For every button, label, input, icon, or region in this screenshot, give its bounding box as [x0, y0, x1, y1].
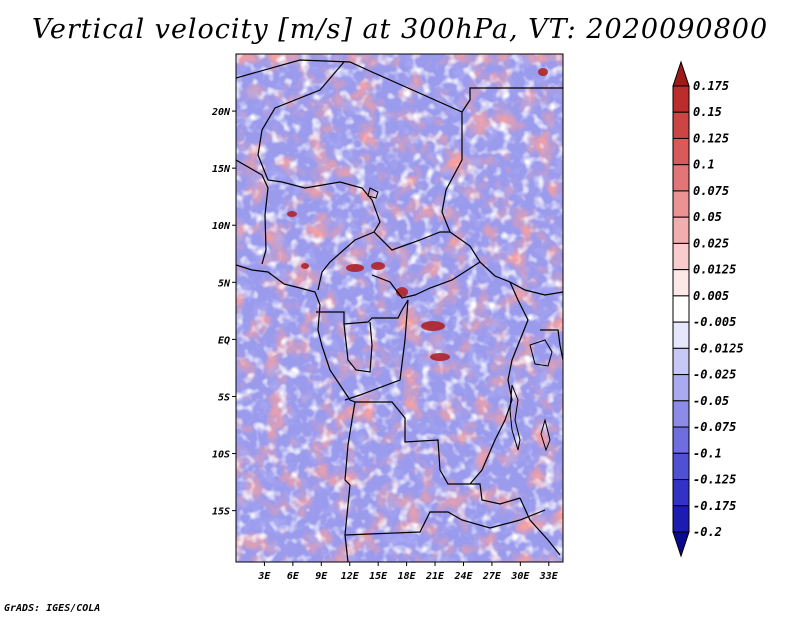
colorbar-bin — [672, 269, 690, 297]
border-benin — [236, 159, 269, 265]
border-uganda — [540, 329, 563, 361]
border-chad-sudan — [441, 112, 463, 233]
lat-label: 5S — [218, 392, 230, 403]
lon-label: 3E — [257, 571, 271, 582]
lon-label: 24E — [453, 571, 473, 582]
lon-label: 27E — [482, 571, 502, 582]
colorbar-label: -0.1 — [693, 446, 722, 460]
colorbar-label: 0.15 — [693, 105, 722, 119]
colorbar-label: 0.1 — [693, 158, 715, 172]
colorbar-bin — [672, 85, 690, 113]
lon-label: 33E — [539, 571, 559, 582]
lat-label: 5N — [218, 278, 231, 289]
colorbar-label: 0.125 — [693, 131, 729, 145]
colorbar-label: 0.005 — [693, 289, 729, 303]
colorbar-bin — [672, 505, 690, 533]
colorbar-label: -0.2 — [693, 525, 722, 539]
border-cameroon — [317, 231, 375, 291]
colorbar-bin — [672, 374, 690, 402]
border-congo — [343, 321, 373, 373]
border-car-south — [371, 261, 481, 299]
lon-label: 21E — [425, 571, 445, 582]
map-axes: 20N 15N 10N 5N EQ 5S 10S 15S 3E 6E 9E 12E 15E 18E 21E 2… — [211, 107, 559, 582]
lon-label: 18E — [398, 571, 417, 582]
field-shading — [236, 54, 563, 562]
colorbar-bin — [672, 347, 690, 376]
colorbar: 0.175 0.15 0.125 0.1 0.075 0.05 0.025 0.0125 0.0… — [672, 60, 744, 558]
lat-label: 10S — [212, 450, 230, 461]
lake-chad — [367, 187, 379, 199]
colorbar-label: 0.025 — [693, 236, 729, 250]
colorbar-cap-top — [672, 60, 690, 87]
colorbar-bin — [672, 400, 690, 428]
border-angola — [355, 401, 521, 505]
lake-victoria — [529, 339, 553, 367]
border-drc-west — [344, 299, 409, 401]
lat-label: 15S — [212, 507, 230, 518]
field-neutral-noise — [236, 54, 563, 562]
lat-label: EQ — [218, 335, 230, 346]
lake-tanganyika — [509, 384, 521, 451]
colorbar-bin — [672, 321, 690, 349]
colorbar-bin — [672, 242, 690, 271]
border-sudan-south — [509, 281, 563, 296]
border-drc-east — [469, 281, 529, 485]
colorbar-bin — [672, 111, 690, 139]
grads-credit: GrADS: IGES/COLA — [4, 603, 101, 614]
border-niger — [257, 61, 345, 183]
border-nigeria-north — [281, 181, 381, 233]
colorbar-label: -0.025 — [693, 368, 736, 382]
border-namibia-zambia — [344, 509, 546, 536]
lon-label: 6E — [287, 571, 300, 582]
map-frame — [235, 53, 564, 563]
colorbar-label: -0.05 — [693, 394, 729, 408]
border-angola-south — [344, 484, 351, 562]
colorbar-label: -0.075 — [693, 420, 736, 434]
lon-label: 12E — [341, 571, 360, 582]
colorbar-bin — [672, 164, 690, 192]
lat-label: 10N — [212, 221, 231, 232]
lakes — [367, 187, 553, 452]
lake-malawi — [540, 418, 551, 452]
colorbar-cap-bottom — [672, 531, 690, 558]
map-title: Vertical velocity [m/s] at 300hPa, VT: 2… — [31, 14, 769, 45]
colorbar-bin — [672, 295, 690, 323]
lon-label: 30E — [510, 571, 530, 582]
colorbar-label: -0.125 — [693, 473, 736, 487]
colorbar-label: 0.0125 — [693, 263, 736, 277]
lon-label: 9E — [315, 571, 328, 582]
colorbar-bin — [672, 426, 690, 454]
border-car-north — [373, 231, 511, 283]
lat-label: 15N — [212, 164, 231, 175]
border-gabon-north — [316, 299, 409, 325]
colorbar-label: 0.05 — [693, 210, 722, 224]
colorbar-label: -0.0125 — [693, 341, 744, 355]
colorbar-bin — [672, 216, 690, 244]
lat-label: 20N — [211, 107, 231, 118]
colorbar-label: 0.075 — [693, 184, 729, 198]
colorbar-bin — [672, 479, 690, 507]
colorbar-label: 0.175 — [693, 79, 729, 93]
coastline-west — [236, 264, 356, 486]
country-boundaries — [236, 59, 563, 562]
colorbar-label: -0.005 — [693, 315, 736, 329]
border-north — [236, 59, 563, 113]
colorbar-bin — [672, 137, 690, 166]
colorbar-bin — [672, 190, 690, 218]
lon-label: 15E — [369, 571, 388, 582]
colorbar-bin — [672, 452, 690, 481]
border-mozambique — [519, 497, 561, 556]
colorbar-label: -0.175 — [693, 499, 736, 513]
